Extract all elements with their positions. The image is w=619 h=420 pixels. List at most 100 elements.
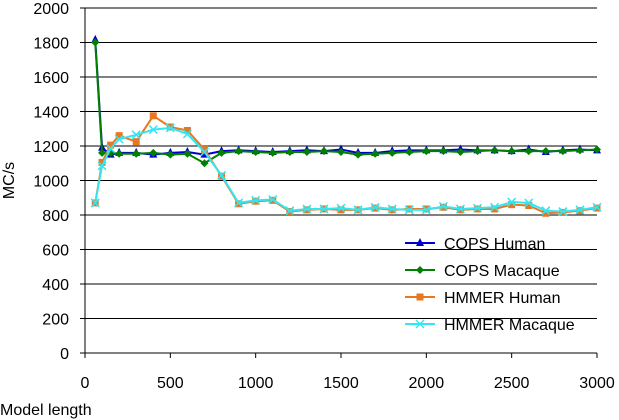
y-tick-label: 200 bbox=[42, 312, 69, 329]
data-point bbox=[405, 148, 414, 157]
data-point bbox=[354, 150, 363, 159]
data-point bbox=[182, 129, 192, 139]
x-tick-label: 1500 bbox=[323, 375, 359, 392]
data-point bbox=[268, 194, 278, 205]
data-point bbox=[592, 202, 602, 212]
data-point bbox=[90, 198, 100, 208]
data-point bbox=[387, 204, 397, 214]
legend-item: COPS Human bbox=[405, 236, 545, 253]
legend-marker bbox=[415, 319, 425, 329]
data-point bbox=[337, 206, 345, 214]
data-point bbox=[404, 205, 414, 215]
data-point bbox=[98, 158, 106, 166]
data-point bbox=[251, 148, 260, 157]
data-point bbox=[371, 149, 380, 158]
data-point bbox=[217, 170, 227, 180]
x-axis-label: Model length bbox=[0, 402, 92, 419]
data-point bbox=[148, 125, 158, 135]
data-point bbox=[183, 126, 191, 134]
data-point bbox=[575, 205, 585, 215]
legend-label: COPS Human bbox=[444, 236, 545, 253]
data-point bbox=[183, 149, 192, 158]
axes bbox=[80, 7, 598, 358]
data-point bbox=[302, 204, 312, 214]
data-point bbox=[285, 206, 295, 216]
legend-marker bbox=[416, 266, 424, 274]
data-point bbox=[319, 147, 328, 156]
legend-label: HMMER Human bbox=[444, 290, 560, 307]
data-point bbox=[593, 145, 601, 154]
data-point bbox=[353, 205, 363, 215]
data-point bbox=[490, 146, 499, 155]
data-point bbox=[285, 148, 294, 157]
y-tick-label: 400 bbox=[42, 277, 69, 294]
x-tick-label: 0 bbox=[81, 375, 90, 392]
data-series bbox=[90, 34, 602, 217]
data-point bbox=[558, 147, 567, 156]
series-hmmer-macaque bbox=[90, 123, 602, 217]
legend-item: HMMER Human bbox=[405, 290, 560, 307]
data-point bbox=[575, 146, 584, 155]
data-point bbox=[106, 144, 116, 154]
data-point bbox=[97, 161, 107, 171]
data-point bbox=[98, 148, 107, 157]
x-tick-label: 2000 bbox=[409, 375, 445, 392]
data-point bbox=[234, 198, 244, 208]
y-tick-label: 0 bbox=[60, 346, 69, 363]
data-point bbox=[541, 147, 550, 156]
y-tick-label: 1400 bbox=[33, 105, 69, 122]
data-point bbox=[200, 159, 209, 168]
y-tick-label: 2000 bbox=[33, 1, 69, 18]
data-point bbox=[217, 148, 226, 157]
data-point bbox=[251, 195, 261, 205]
legend-item: COPS Macaque bbox=[405, 263, 560, 280]
data-point bbox=[473, 203, 483, 213]
data-point bbox=[114, 134, 124, 144]
data-point bbox=[490, 202, 500, 212]
y-tick-label: 600 bbox=[42, 243, 69, 260]
data-point bbox=[525, 202, 533, 210]
legend: COPS Human COPS Macaque HMMER Human HMMER M… bbox=[405, 236, 575, 334]
data-point bbox=[439, 147, 448, 156]
data-point bbox=[319, 204, 329, 214]
data-point bbox=[456, 148, 465, 157]
x-tick-labels: 0 500 1000 1500 2000 2500 3000 bbox=[81, 375, 615, 392]
data-point bbox=[132, 149, 141, 158]
data-point bbox=[507, 197, 517, 207]
x-tick-label: 500 bbox=[157, 375, 184, 392]
y-tick-label: 1200 bbox=[33, 139, 69, 156]
data-point bbox=[107, 141, 115, 149]
data-point bbox=[370, 202, 380, 212]
series-cops-human bbox=[91, 34, 601, 158]
data-point bbox=[199, 147, 209, 157]
y-tick-label: 1600 bbox=[33, 70, 69, 87]
data-point bbox=[558, 207, 568, 217]
data-point bbox=[438, 201, 448, 211]
data-point bbox=[165, 123, 175, 133]
data-point bbox=[166, 150, 175, 159]
data-point bbox=[422, 147, 431, 156]
data-point bbox=[115, 132, 123, 140]
data-point bbox=[524, 147, 533, 156]
data-point bbox=[524, 198, 534, 208]
data-point bbox=[131, 130, 141, 140]
legend-marker bbox=[416, 293, 424, 301]
data-point bbox=[473, 147, 482, 156]
data-point bbox=[541, 206, 551, 216]
data-point bbox=[149, 112, 157, 120]
data-point bbox=[302, 148, 311, 157]
data-point bbox=[132, 138, 140, 146]
y-axis-label: MC/s bbox=[1, 162, 18, 199]
data-point bbox=[149, 148, 158, 157]
legend-label: COPS Macaque bbox=[444, 263, 560, 280]
data-point bbox=[542, 209, 550, 217]
y-tick-label: 1800 bbox=[33, 36, 69, 53]
legend-label: HMMER Macaque bbox=[444, 317, 575, 334]
series-line bbox=[94, 39, 598, 156]
series-line bbox=[94, 126, 598, 213]
data-point bbox=[337, 148, 345, 157]
y-tick-label: 800 bbox=[42, 208, 69, 225]
y-tick-labels: 0 200 400 600 800 1000 1200 1400 1600 1800 2000 bbox=[33, 1, 69, 363]
series-line bbox=[94, 42, 598, 165]
